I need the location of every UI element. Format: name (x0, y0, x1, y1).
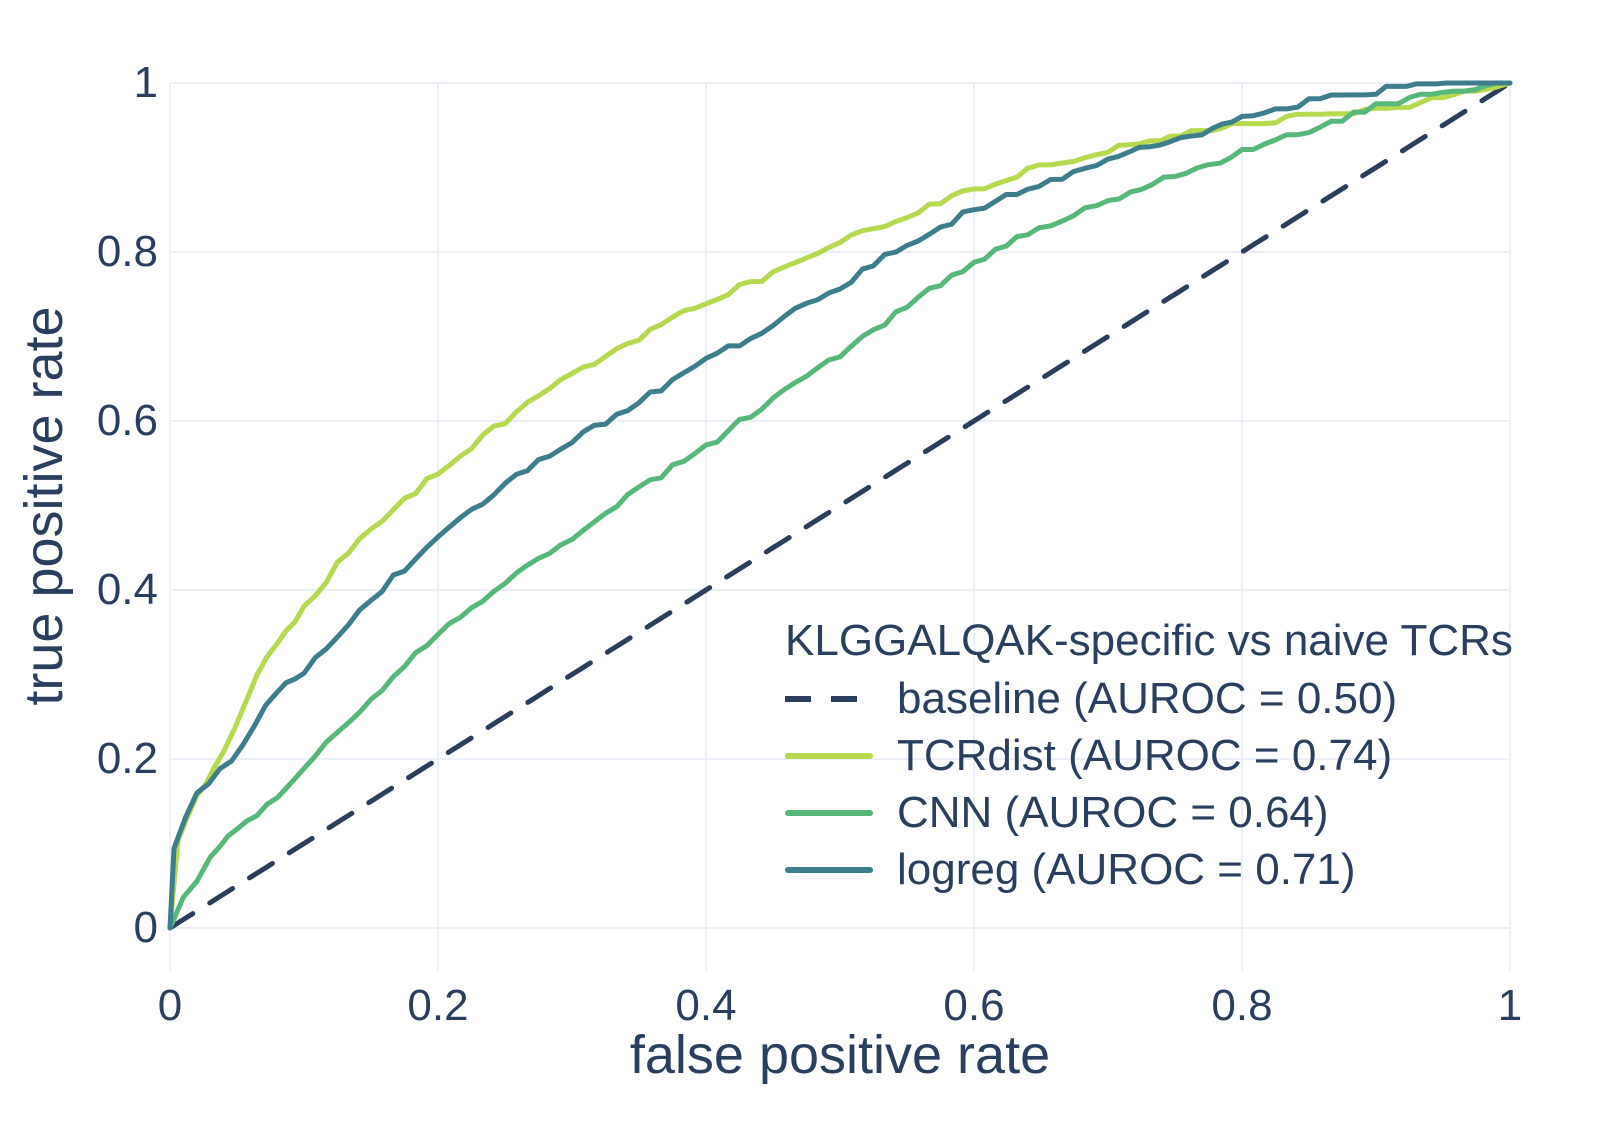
legend-swatch-cnn (785, 809, 873, 816)
legend-item-cnn: CNN (AUROC = 0.64) (785, 784, 1513, 841)
roc-curve-TCRdist (167, 80, 1513, 931)
legend-item-tcrdist: TCRdist (AUROC = 0.74) (785, 727, 1513, 784)
legend-swatch-logreg (785, 866, 873, 873)
x-tick-label-0.6: 0.6 (943, 981, 1005, 1030)
y-tick-label-1: 1 (133, 58, 158, 107)
legend-item-baseline: baseline (AUROC = 0.50) (785, 670, 1513, 727)
x-tick-label-1: 1 (1497, 981, 1523, 1030)
legend-item-logreg: logreg (AUROC = 0.71) (785, 841, 1513, 898)
y-axis-title: true positive rate (14, 306, 74, 706)
y-tick-label-0: 0 (133, 903, 158, 952)
x-tick-label-0.4: 0.4 (675, 981, 737, 1030)
x-tick-label-0: 0 (157, 981, 183, 1030)
x-tick-label-0.8: 0.8 (1211, 981, 1273, 1030)
y-tick-label-0.2: 0.2 (96, 734, 158, 783)
roc-curve-CNN (167, 80, 1513, 931)
y-tick-label-0.4: 0.4 (96, 565, 158, 614)
x-tick-label-0.2: 0.2 (407, 981, 469, 1030)
y-tick-label-0.6: 0.6 (96, 396, 158, 445)
y-tick-label-0.8: 0.8 (96, 227, 158, 276)
legend: KLGGALQAK-specific vs naive TCRs baselin… (785, 612, 1513, 898)
x-axis-title: false positive rate (629, 1025, 1051, 1085)
roc-curve-logreg (167, 80, 1513, 931)
roc-curve-baseline (167, 80, 1513, 931)
legend-swatch-baseline (785, 695, 873, 702)
legend-title: KLGGALQAK-specific vs naive TCRs (785, 616, 1513, 665)
legend-swatch-tcrdist (785, 752, 873, 759)
